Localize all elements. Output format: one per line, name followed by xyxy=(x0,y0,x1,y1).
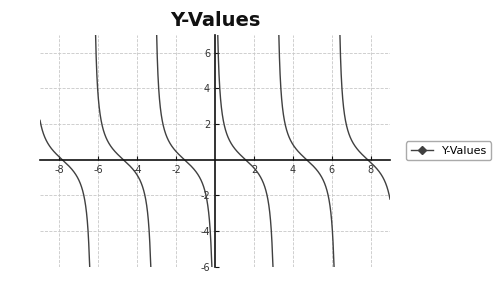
Y-Values xyxy=(86,267,92,270)
Y-Values xyxy=(57,156,63,160)
Y-Values xyxy=(90,267,96,270)
Y-Values xyxy=(83,206,89,210)
Legend: Y-Values: Y-Values xyxy=(406,141,492,160)
Line: Y-Values: Y-Values xyxy=(40,120,92,269)
Y-Values xyxy=(88,267,94,270)
Title: Y-Values: Y-Values xyxy=(170,12,260,30)
Y-Values xyxy=(46,144,52,147)
Y-Values xyxy=(60,158,66,162)
Y-Values xyxy=(43,138,49,142)
Y-Values xyxy=(37,119,43,122)
